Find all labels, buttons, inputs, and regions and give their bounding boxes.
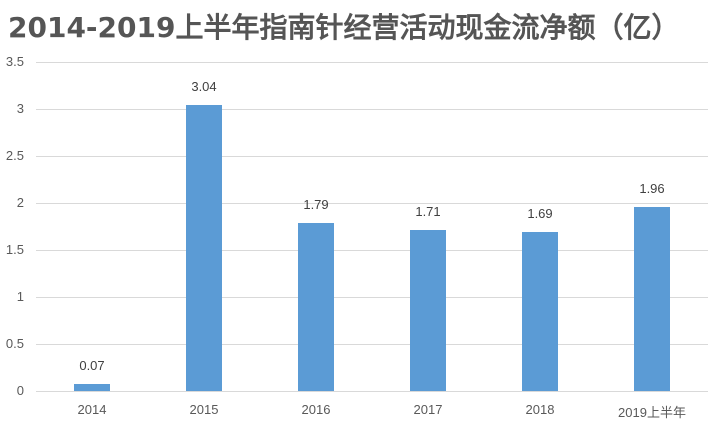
data-label: 3.04: [191, 79, 217, 94]
x-axis-tick-label: 2018: [525, 402, 555, 417]
data-label: 1.96: [639, 181, 665, 196]
gridline: [36, 250, 708, 251]
x-axis-tick-label: 2014: [77, 402, 107, 417]
y-axis-tick-label: 0: [16, 383, 24, 398]
bar: [410, 230, 446, 391]
bar: [522, 232, 558, 391]
y-axis-tick-label: 3: [16, 101, 24, 116]
x-axis-tick-label: 2015: [189, 402, 219, 417]
bar: [74, 384, 110, 391]
y-axis-tick-label: 0.5: [5, 336, 24, 351]
y-axis-tick-label: 1: [16, 289, 24, 304]
x-axis-tick-label: 2016: [301, 402, 331, 417]
data-label: 1.69: [527, 206, 553, 221]
chart-title: 2014-2019上半年指南针经营活动现金流净额（亿）: [8, 11, 680, 44]
data-label: 0.07: [79, 358, 105, 373]
gridline: [36, 297, 708, 298]
y-axis-tick-label: 2: [16, 195, 24, 210]
y-axis-tick-label: 1.5: [5, 242, 24, 257]
gridline: [36, 156, 708, 157]
data-label: 1.71: [415, 204, 441, 219]
y-axis-tick-label: 2.5: [5, 148, 24, 163]
bar: [186, 105, 222, 391]
data-label: 1.79: [303, 197, 329, 212]
gridline: [36, 344, 708, 345]
bar: [634, 207, 670, 391]
gridline: [36, 391, 708, 392]
y-axis-tick-label: 3.5: [5, 54, 24, 69]
gridline: [36, 109, 708, 110]
x-axis-tick-label: 2019上半年: [618, 405, 686, 420]
gridline: [36, 62, 708, 63]
bar: [298, 223, 334, 391]
gridline: [36, 203, 708, 204]
x-axis-tick-label: 2017: [413, 402, 443, 417]
